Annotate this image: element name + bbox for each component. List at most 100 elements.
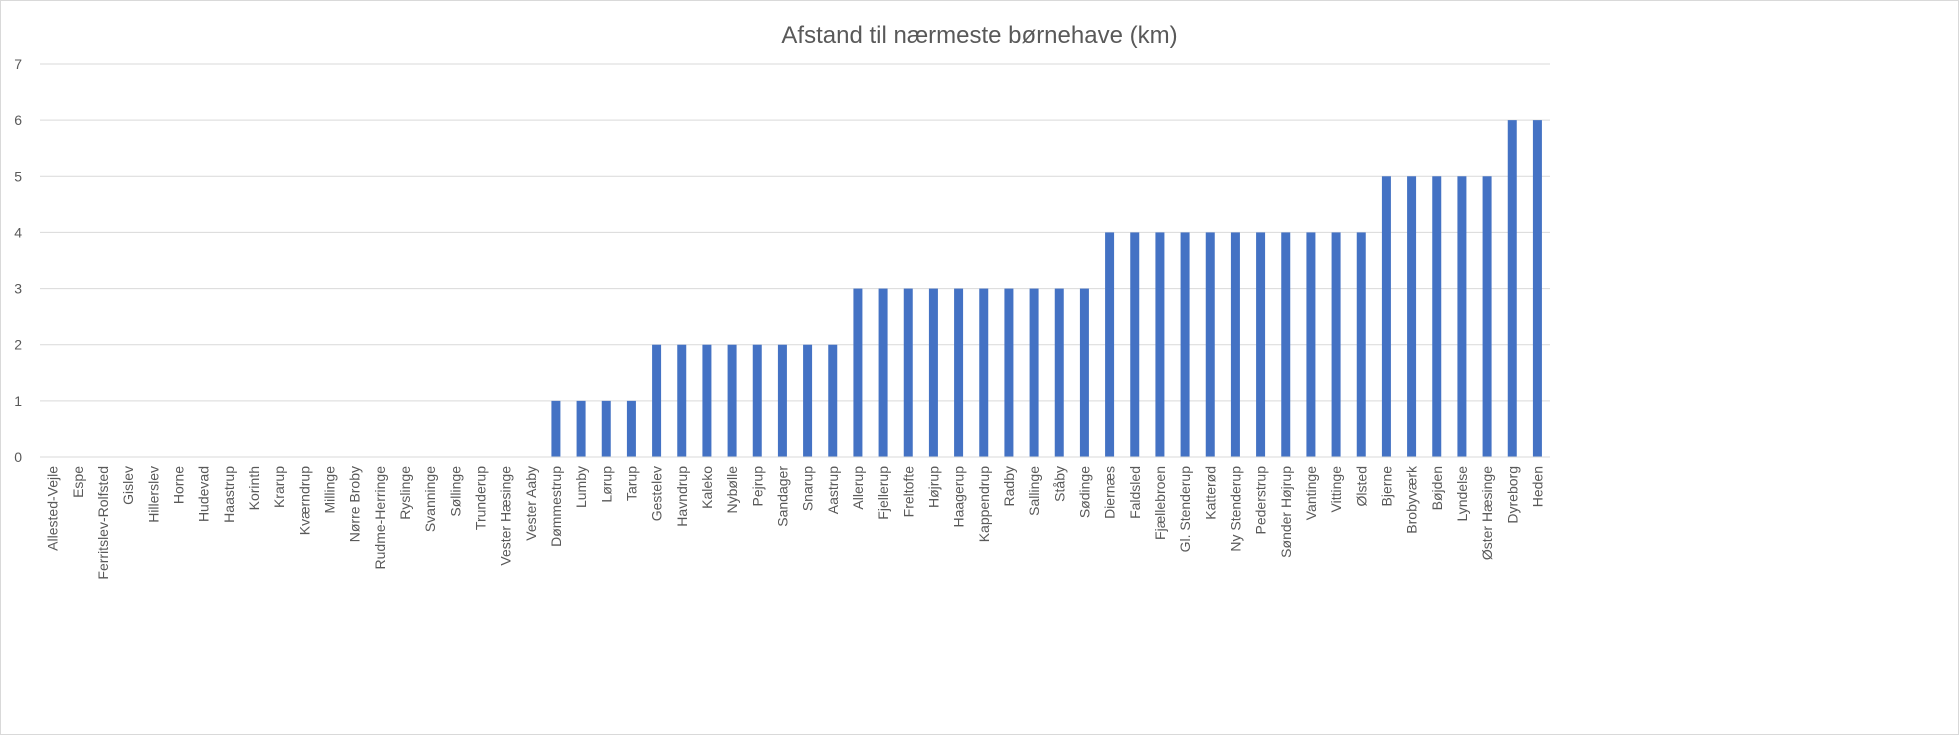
bar bbox=[903, 288, 913, 457]
x-tick-label: Nørre Broby bbox=[347, 466, 363, 542]
x-tick-label: Vantinge bbox=[1303, 466, 1319, 520]
bar bbox=[853, 288, 863, 457]
x-tick-label: Hudevad bbox=[196, 466, 212, 522]
bar bbox=[928, 288, 938, 457]
x-tick-label: Dømmestrup bbox=[548, 466, 564, 547]
x-tick-label: Freltofte bbox=[900, 466, 916, 518]
bar bbox=[1256, 232, 1266, 457]
x-tick-label: Kaleko bbox=[699, 466, 715, 509]
bar bbox=[626, 400, 636, 457]
x-tick-label: Ferritslev-Rolfsted bbox=[95, 466, 111, 580]
bar bbox=[803, 344, 813, 457]
x-tick-label: Lumby bbox=[573, 466, 589, 508]
x-tick-label: Lyndelse bbox=[1454, 466, 1470, 522]
bar bbox=[954, 288, 964, 457]
x-tick-label: Vittinge bbox=[1328, 466, 1344, 513]
x-tick-label: Ryslinge bbox=[397, 466, 413, 520]
x-tick-label: Ståby bbox=[1051, 466, 1067, 502]
bar bbox=[551, 400, 561, 457]
x-tick-label: Fjellerup bbox=[875, 466, 891, 520]
x-tick-label: Hillerslev bbox=[145, 466, 161, 523]
x-tick-label: Fjællebroen bbox=[1152, 466, 1168, 540]
y-tick-label: 7 bbox=[14, 56, 22, 72]
bar bbox=[828, 344, 838, 457]
bar bbox=[1079, 288, 1089, 457]
bar bbox=[752, 344, 762, 457]
x-tick-label: Ølsted bbox=[1353, 466, 1369, 506]
x-axis: Allested-Vejle Espe Ferritslev-Rolfsted Gis… bbox=[40, 456, 1550, 580]
x-tick-label: Svanninge bbox=[422, 466, 438, 532]
x-tick-label: Faldsled bbox=[1127, 466, 1143, 519]
x-tick-label: Diernæs bbox=[1102, 466, 1118, 519]
bar bbox=[677, 344, 687, 457]
x-tick-label: Allerup bbox=[850, 466, 866, 510]
bar bbox=[1306, 232, 1316, 457]
x-tick-label: Horne bbox=[170, 466, 186, 504]
bar bbox=[1281, 232, 1291, 457]
bar bbox=[652, 344, 662, 457]
bars bbox=[551, 120, 1542, 458]
bar bbox=[1407, 176, 1417, 458]
x-tick-label: Snarup bbox=[800, 466, 816, 511]
bar bbox=[1356, 232, 1366, 457]
x-tick-label: Søllinge bbox=[447, 466, 463, 517]
bar bbox=[1331, 232, 1341, 457]
bar bbox=[1532, 120, 1542, 458]
x-tick-label: Sønder Højrup bbox=[1278, 466, 1294, 558]
x-tick-label: Nybølle bbox=[724, 466, 740, 514]
bar bbox=[1205, 232, 1215, 457]
x-tick-label: Højrup bbox=[925, 466, 941, 508]
x-tick-label: Gestelev bbox=[649, 466, 665, 521]
bar bbox=[1105, 232, 1115, 457]
y-axis: 0 1 2 3 4 5 6 7 bbox=[14, 56, 22, 465]
x-tick-label: Espe bbox=[70, 466, 86, 498]
x-tick-label: Allested-Vejle bbox=[45, 466, 61, 551]
bar bbox=[1130, 232, 1140, 457]
x-tick-label: Korinth bbox=[246, 466, 262, 510]
y-tick-label: 1 bbox=[14, 393, 22, 409]
x-tick-label: Dyreborg bbox=[1504, 466, 1520, 524]
x-tick-label: Gl. Stenderup bbox=[1177, 466, 1193, 553]
x-tick-label: Trunderup bbox=[472, 466, 488, 530]
bar bbox=[1381, 176, 1391, 458]
bar bbox=[777, 344, 787, 457]
x-tick-label: Bøjden bbox=[1429, 466, 1445, 510]
x-tick-label: Sandager bbox=[774, 466, 790, 527]
x-tick-label: Haagerup bbox=[951, 466, 967, 528]
y-tick-label: 3 bbox=[14, 281, 22, 297]
bar bbox=[1457, 176, 1467, 458]
bar bbox=[1482, 176, 1492, 458]
bar bbox=[1155, 232, 1165, 457]
bar bbox=[702, 344, 712, 457]
y-tick-label: 5 bbox=[14, 168, 22, 184]
bar bbox=[1507, 120, 1517, 458]
bar bbox=[1180, 232, 1190, 457]
y-tick-label: 2 bbox=[14, 337, 22, 353]
x-tick-label: Krarup bbox=[271, 466, 287, 508]
bar bbox=[979, 288, 989, 457]
x-tick-label: Sallinge bbox=[1026, 466, 1042, 516]
bar bbox=[601, 400, 611, 457]
bar bbox=[576, 400, 586, 457]
x-tick-label: Gislev bbox=[120, 466, 136, 505]
gridlines bbox=[40, 63, 1550, 402]
x-tick-label: Vester Hæsinge bbox=[498, 466, 514, 566]
x-tick-label: Radby bbox=[1001, 466, 1017, 506]
bar bbox=[1432, 176, 1442, 458]
x-tick-label: Rudme-Herringe bbox=[372, 466, 388, 570]
x-tick-label: Pejrup bbox=[749, 466, 765, 507]
x-tick-label: Sødinge bbox=[1076, 466, 1092, 518]
x-tick-label: Vester Aaby bbox=[523, 466, 539, 541]
bar bbox=[1029, 288, 1039, 457]
y-tick-label: 4 bbox=[14, 224, 22, 240]
x-tick-label: Millinge bbox=[321, 466, 337, 514]
chart-title: Afstand til nærmeste børnehave (km) bbox=[781, 22, 1178, 49]
x-tick-label: Katterød bbox=[1202, 466, 1218, 520]
x-tick-label: Brobyværk bbox=[1404, 465, 1420, 534]
x-tick-label: Øster Hæsinge bbox=[1479, 466, 1495, 560]
y-tick-label: 6 bbox=[14, 112, 22, 128]
x-tick-label: Aastrup bbox=[825, 466, 841, 514]
x-tick-label: Ny Stenderup bbox=[1227, 466, 1243, 552]
bar bbox=[727, 344, 737, 457]
x-tick-label: Tarup bbox=[623, 466, 639, 501]
